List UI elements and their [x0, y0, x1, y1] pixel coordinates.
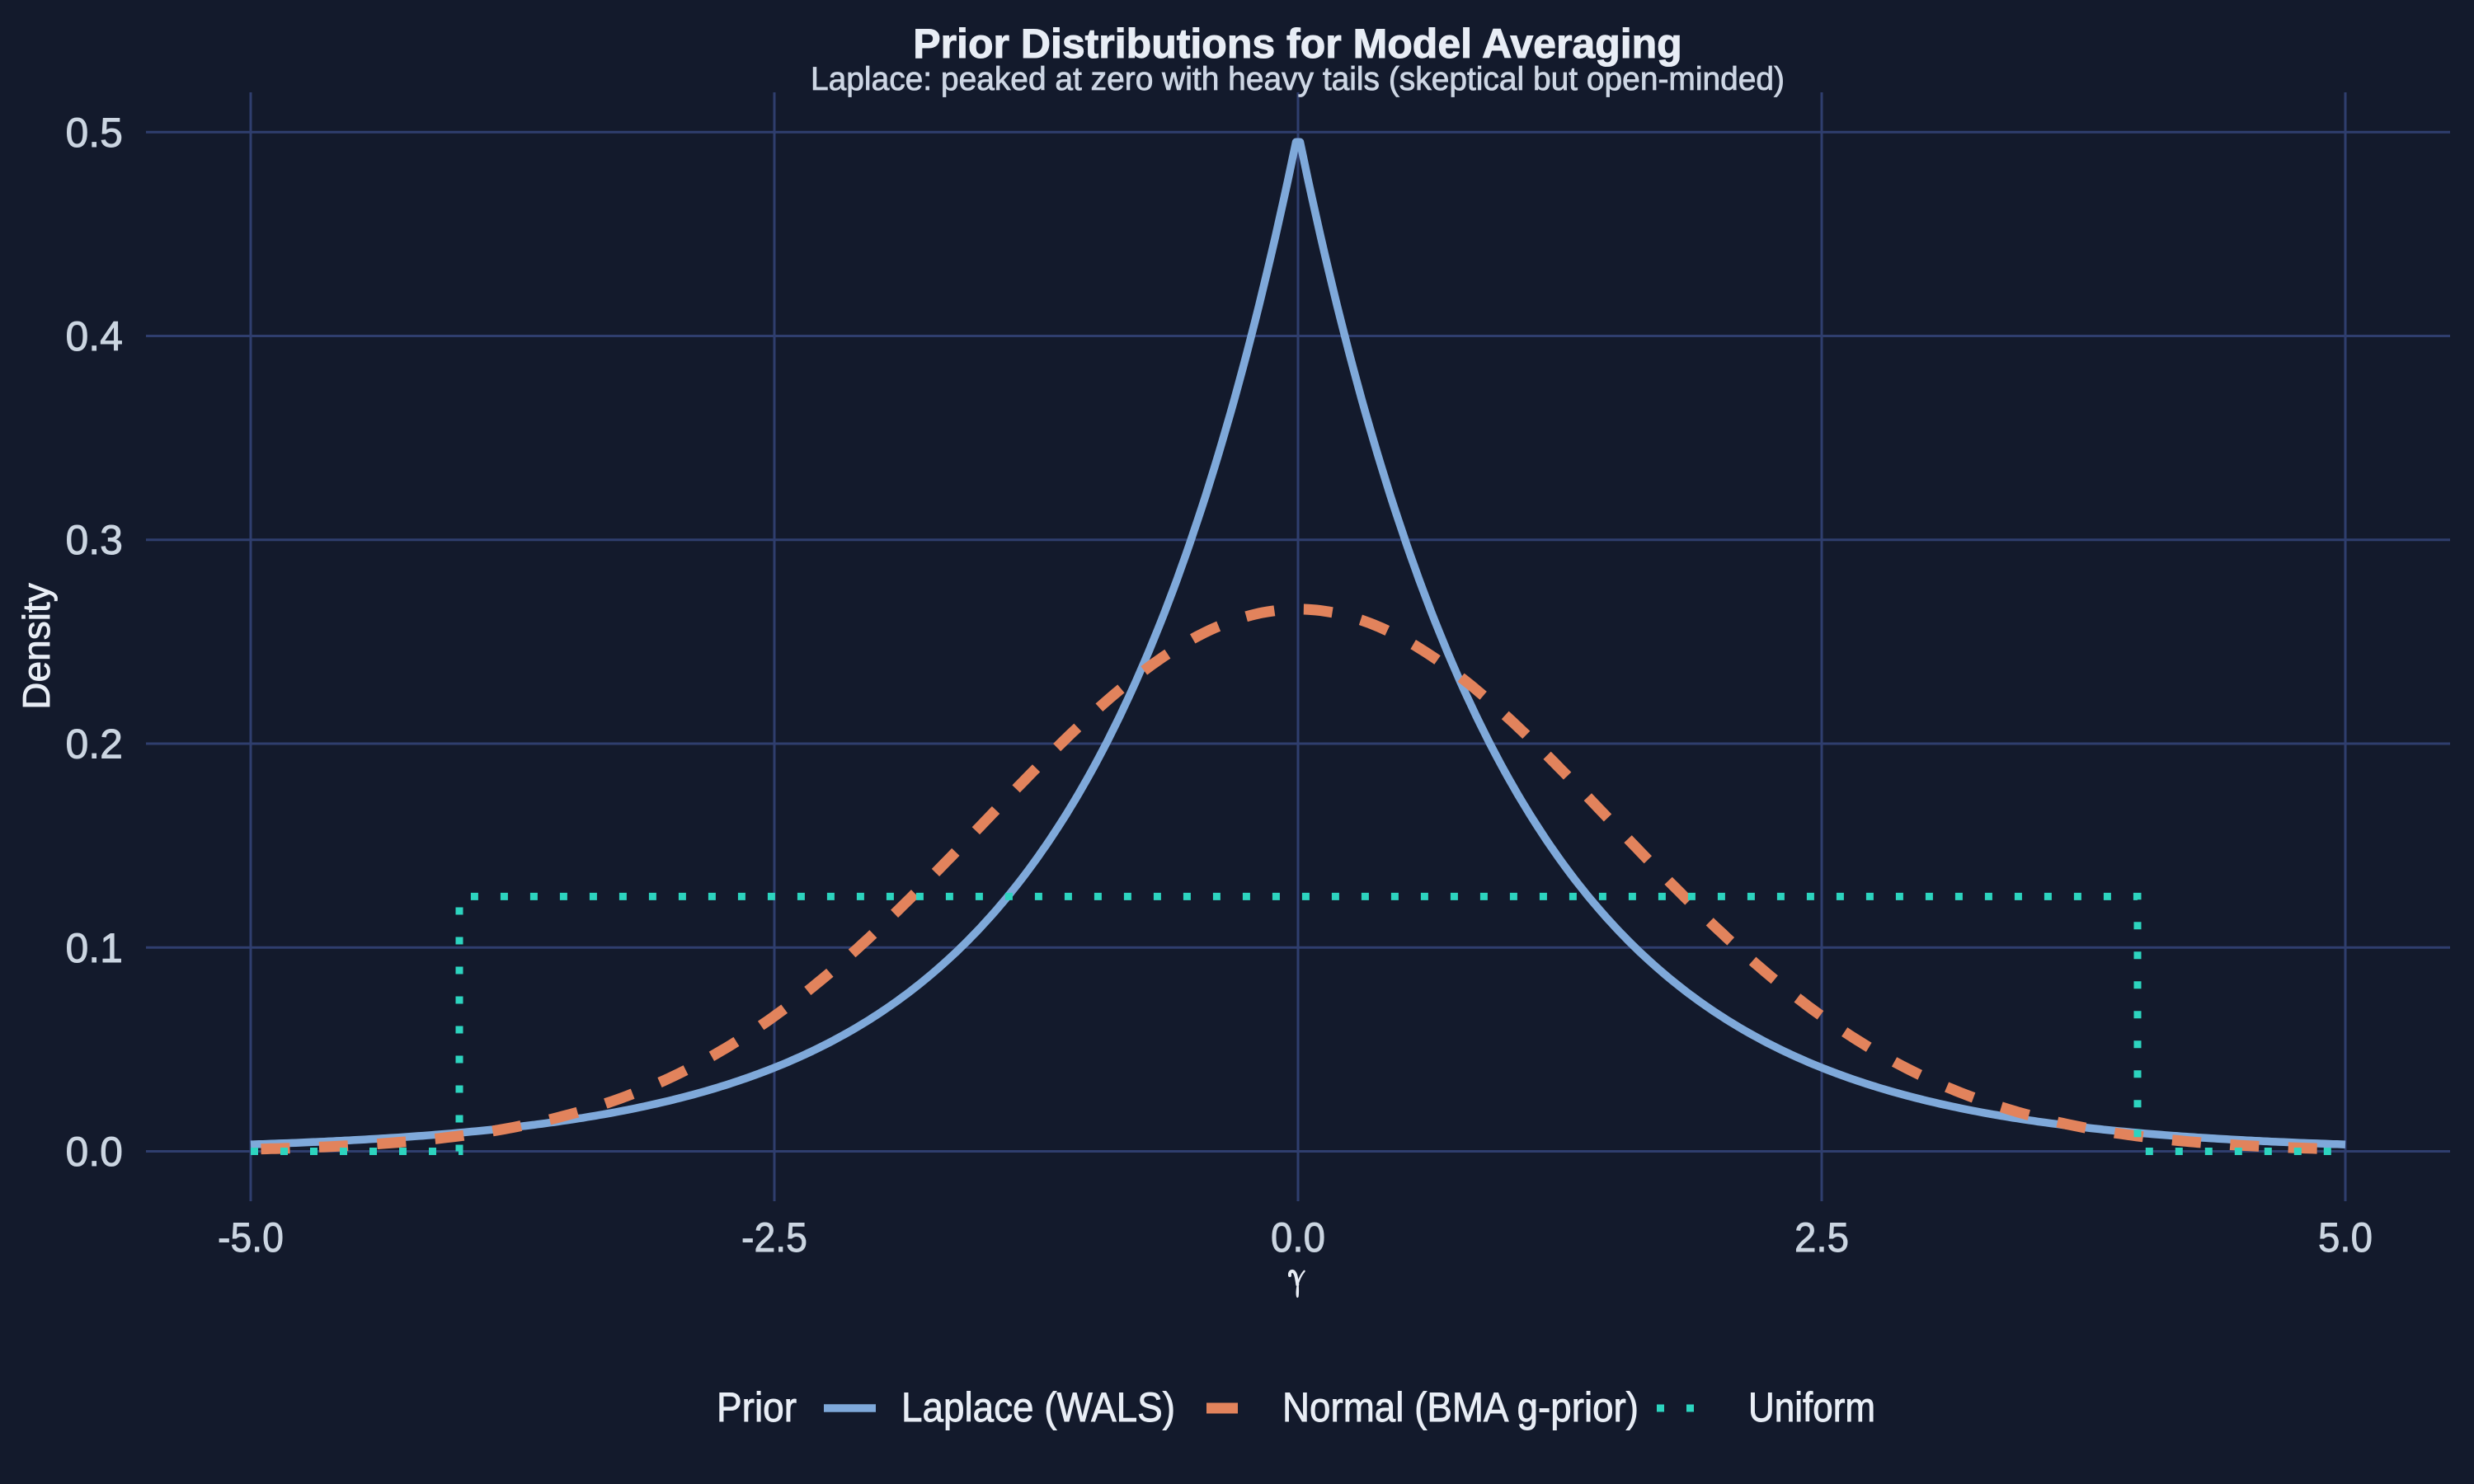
svg-text:Laplace (WALS): Laplace (WALS)	[901, 1384, 1175, 1430]
svg-text:-5.0: -5.0	[218, 1214, 284, 1261]
svg-text:0.0: 0.0	[65, 1129, 123, 1175]
svg-text:2.5: 2.5	[1794, 1214, 1849, 1261]
svg-text:0.3: 0.3	[65, 517, 123, 563]
svg-text:0.5: 0.5	[65, 110, 123, 156]
svg-text:Density: Density	[15, 583, 58, 709]
svg-text:Prior: Prior	[717, 1384, 797, 1430]
svg-text:Normal (BMA g-prior): Normal (BMA g-prior)	[1282, 1384, 1639, 1430]
svg-text:Prior Distributions for Model: Prior Distributions for Model Averaging	[913, 21, 1681, 67]
svg-text:Laplace: peaked at zero with h: Laplace: peaked at zero with heavy tails…	[811, 61, 1785, 97]
svg-text:0.1: 0.1	[65, 925, 123, 971]
svg-text:0.2: 0.2	[65, 721, 123, 768]
svg-text:0.4: 0.4	[65, 313, 123, 359]
svg-text:0.0: 0.0	[1271, 1214, 1325, 1261]
svg-text:Uniform: Uniform	[1748, 1384, 1875, 1430]
svg-text:5.0: 5.0	[2318, 1214, 2373, 1261]
svg-text:-2.5: -2.5	[741, 1214, 807, 1261]
